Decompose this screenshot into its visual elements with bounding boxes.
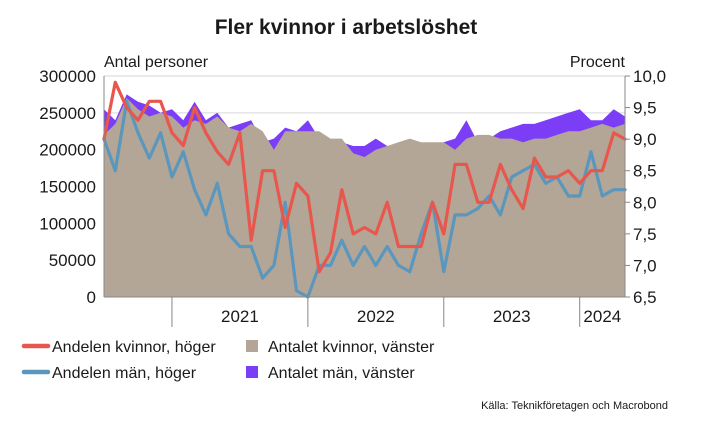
- left-tick-label: 250000: [39, 104, 96, 123]
- left-tick-label: 150000: [39, 178, 96, 197]
- left-tick-label: 200000: [39, 141, 96, 160]
- left-tick-label: 300000: [39, 67, 96, 86]
- legend-label: Antalet män, vänster: [268, 365, 415, 382]
- right-tick-label: 8,0: [633, 193, 657, 212]
- right-tick-label: 6,5: [633, 288, 657, 307]
- series-line-women-share: [102, 80, 627, 274]
- left-tick-label: 100000: [39, 214, 96, 233]
- source-note: Källa: Teknikföretagen och Macrobond: [481, 400, 668, 412]
- legend-label: Andelen kvinnor, höger: [52, 339, 216, 356]
- legend-label: Andelen män, höger: [52, 365, 197, 382]
- right-tick-label: 9,5: [633, 99, 657, 118]
- left-tick-label: 0: [87, 288, 96, 307]
- x-tick-label: 2024: [583, 307, 621, 326]
- legend-item: Andelen män, höger: [21, 365, 197, 382]
- right-tick-label: 10,0: [633, 67, 666, 86]
- x-tick-label: 2021: [221, 307, 259, 326]
- legend-swatch-area: [246, 366, 258, 378]
- area-series-group: [104, 94, 625, 298]
- right-axis-label: Procent: [570, 54, 626, 71]
- line-series-group: [102, 80, 627, 299]
- legend-item: Andelen kvinnor, höger: [21, 339, 216, 356]
- axes-group: 0 50000 100000 150000 200000 250000 300000 6,5 7…: [39, 67, 666, 327]
- legend-item: Antalet män, vänster: [246, 365, 415, 382]
- right-tick-label: 8,5: [633, 162, 657, 181]
- x-tick-label: 2022: [357, 307, 395, 326]
- left-axis-label: Antal personer: [104, 54, 209, 71]
- legend-label: Antalet kvinnor, vänster: [268, 339, 435, 356]
- right-tick-label: 7,0: [633, 256, 657, 275]
- x-tick-label: 2023: [493, 307, 531, 326]
- legend: Andelen kvinnor, höger Antalet kvinnor, v…: [21, 339, 435, 382]
- right-tick-label: 9,0: [633, 130, 657, 149]
- series-line-men-share: [102, 99, 627, 299]
- left-tick-label: 50000: [49, 251, 96, 270]
- legend-item: Antalet kvinnor, vänster: [246, 339, 435, 356]
- chart-title: Fler kvinnor i arbetslöshet: [215, 16, 478, 39]
- right-tick-label: 7,5: [633, 225, 657, 244]
- legend-swatch-area: [246, 340, 258, 352]
